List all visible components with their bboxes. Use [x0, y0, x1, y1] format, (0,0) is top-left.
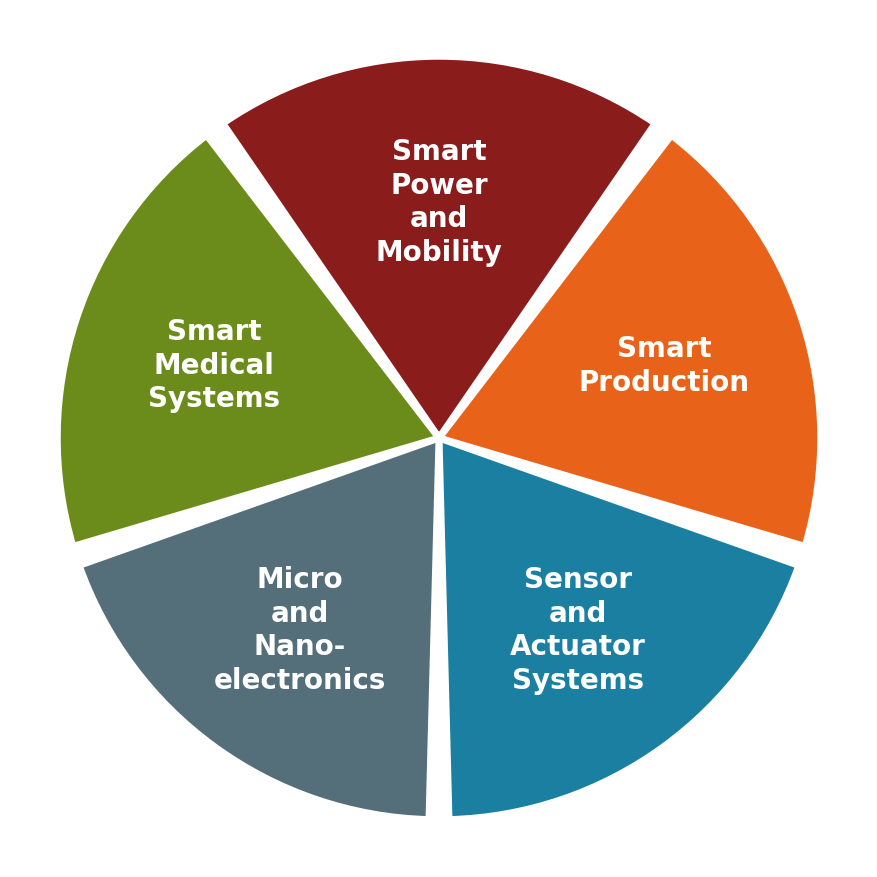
Wedge shape [438, 136, 820, 546]
Wedge shape [223, 57, 654, 438]
Wedge shape [438, 438, 798, 820]
Wedge shape [57, 136, 438, 546]
Wedge shape [79, 438, 439, 820]
Text: Micro
and
Nano-
electronics: Micro and Nano- electronics [213, 566, 386, 694]
Text: Smart
Production: Smart Production [578, 335, 749, 396]
Text: Smart
Power
and
Mobility: Smart Power and Mobility [375, 138, 502, 267]
Text: Sensor
and
Actuator
Systems: Sensor and Actuator Systems [510, 566, 645, 694]
Text: Smart
Medical
Systems: Smart Medical Systems [147, 318, 280, 413]
